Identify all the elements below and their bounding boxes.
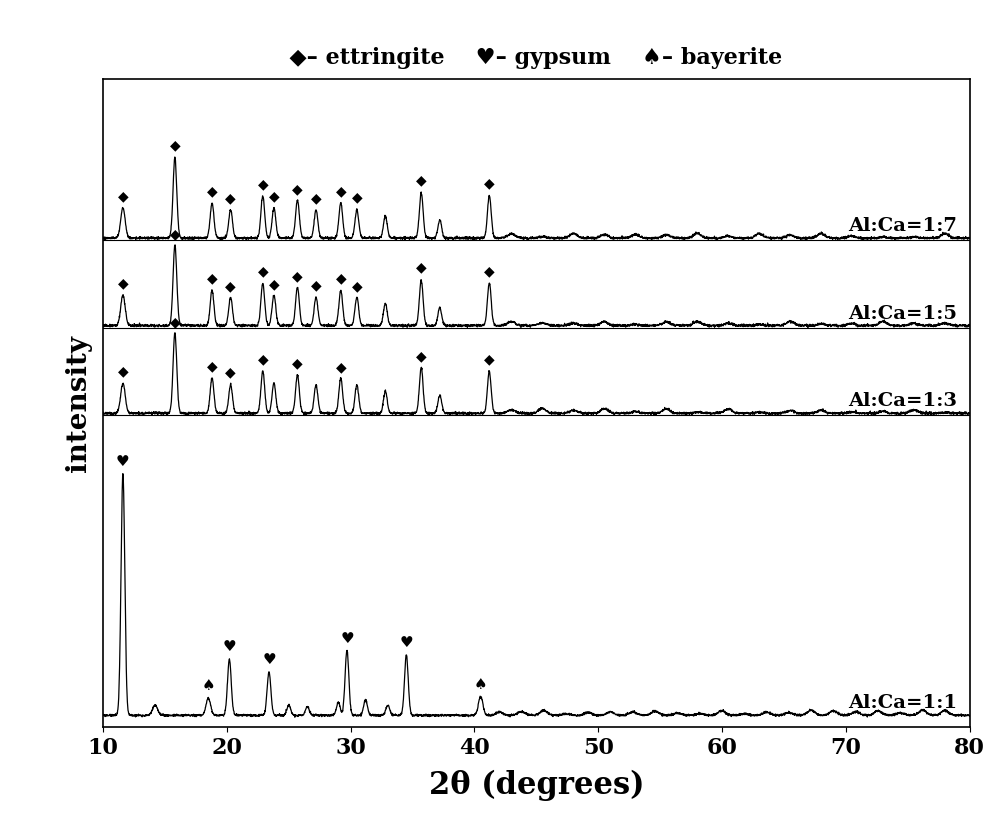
Text: ◆: ◆: [269, 277, 279, 291]
Text: ◆: ◆: [484, 264, 495, 278]
Text: ◆: ◆: [257, 177, 268, 192]
Text: ◆: ◆: [257, 264, 268, 278]
Text: ◆: ◆: [416, 261, 427, 275]
Text: ◆: ◆: [225, 366, 236, 379]
Text: ◆: ◆: [311, 191, 321, 205]
Text: ◆: ◆: [207, 360, 217, 374]
Y-axis label: intensity: intensity: [65, 335, 92, 472]
Text: Al:Ca=1:3: Al:Ca=1:3: [848, 392, 957, 410]
Text: ◆: ◆: [225, 191, 236, 205]
Text: ◆: ◆: [484, 176, 495, 190]
Text: ◆: ◆: [335, 361, 346, 375]
Text: ♥: ♥: [116, 454, 130, 468]
Text: ◆: ◆: [257, 352, 268, 366]
Text: ◆: ◆: [416, 349, 427, 363]
Text: ◆: ◆: [118, 276, 128, 290]
Text: ◆: ◆: [352, 279, 362, 293]
Text: Al:Ca=1:5: Al:Ca=1:5: [848, 304, 957, 322]
Text: ◆: ◆: [170, 315, 180, 329]
Text: ◆: ◆: [335, 184, 346, 198]
Text: ♥: ♥: [340, 632, 354, 646]
Text: ◆: ◆: [207, 272, 217, 286]
Text: ◆: ◆: [269, 189, 279, 203]
Text: ◆: ◆: [292, 357, 303, 370]
Text: ♠: ♠: [474, 676, 487, 692]
Text: ◆: ◆: [170, 138, 180, 152]
Text: ◆– ettringite    ♥– gypsum    ♠– bayerite: ◆– ettringite ♥– gypsum ♠– bayerite: [274, 47, 798, 69]
Text: ◆: ◆: [484, 353, 495, 366]
Text: ◆: ◆: [352, 190, 362, 204]
Text: ◆: ◆: [416, 173, 427, 187]
Text: ◆: ◆: [118, 365, 128, 379]
Text: ◆: ◆: [225, 279, 236, 293]
Text: ♥: ♥: [223, 639, 236, 654]
Text: ♥: ♥: [262, 652, 276, 667]
Text: ◆: ◆: [292, 269, 303, 283]
Text: ◆: ◆: [335, 272, 346, 286]
Text: ♥: ♥: [400, 635, 413, 650]
Text: ◆: ◆: [207, 184, 217, 198]
Text: ◆: ◆: [311, 278, 321, 292]
Text: Al:Ca=1:7: Al:Ca=1:7: [848, 217, 957, 235]
Text: ◆: ◆: [118, 189, 128, 203]
Text: ♠: ♠: [202, 677, 215, 693]
Text: ◆: ◆: [292, 182, 303, 196]
X-axis label: 2θ (degrees): 2θ (degrees): [429, 769, 644, 801]
Text: ◆: ◆: [170, 228, 180, 242]
Text: Al:Ca=1:1: Al:Ca=1:1: [848, 694, 957, 712]
